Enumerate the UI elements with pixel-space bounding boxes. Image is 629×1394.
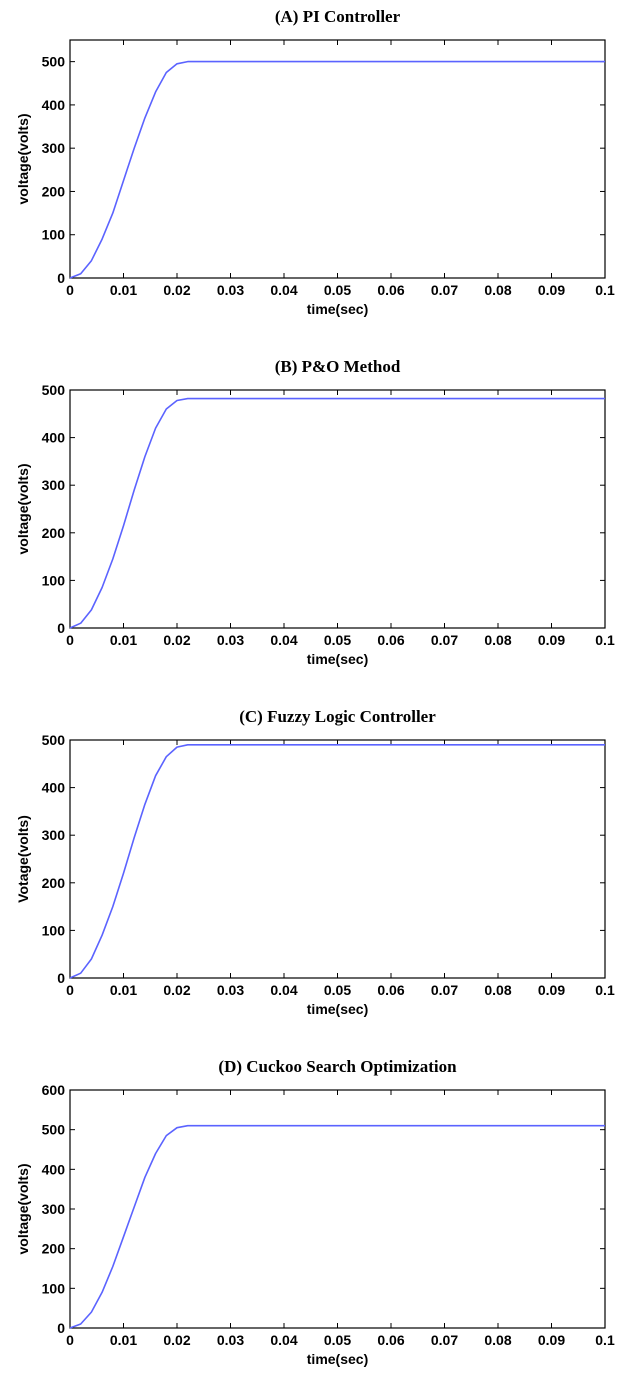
chart-d-xtick-label: 0.01 [110, 1332, 137, 1348]
chart-a-xlabel: time(sec) [307, 301, 368, 317]
chart-c-series-line [69, 743, 605, 979]
chart-b-plot-frame [69, 389, 606, 629]
chart-c-xtick-label: 0.06 [377, 982, 404, 998]
chart-b-xtick-label: 0.07 [431, 632, 458, 648]
chart-a-xtick-label: 0.01 [110, 282, 137, 298]
chart-a-plot-frame [69, 39, 606, 279]
chart-d-ytick-label: 0 [57, 1320, 65, 1336]
chart-d-xtick-label: 0.09 [538, 1332, 565, 1348]
chart-d-xtick-label: 0.05 [324, 1332, 351, 1348]
chart-d-xtick-label: 0.07 [431, 1332, 458, 1348]
chart-c-xtick-label: 0.09 [538, 982, 565, 998]
chart-panel-c: (C) Fuzzy Logic Controller 0 0.01 0.02 0.03 0… [0, 700, 629, 1040]
chart-d-ylabel: voltage(volts) [15, 1163, 31, 1254]
chart-d-ytick-label: 300 [42, 1201, 66, 1217]
chart-a-ytick-label: 100 [42, 227, 66, 243]
chart-b-ytick-label: 100 [42, 572, 66, 588]
chart-a-ytick-label: 300 [42, 140, 66, 156]
chart-a-series-line [69, 60, 605, 279]
chart-a-ytick-label: 0 [57, 270, 65, 286]
chart-b-xtick-label: 0.03 [217, 632, 244, 648]
chart-c-ytick-label: 400 [42, 780, 66, 796]
chart-a-xtick-label: 0.06 [377, 282, 404, 298]
chart-a-xtick-label: 0.1 [595, 282, 615, 298]
chart-d-plot-frame [69, 1089, 606, 1329]
chart-a-xtick-label: 0.05 [324, 282, 351, 298]
chart-b-xtick-label: 0.09 [538, 632, 565, 648]
chart-b-ylabel: voltage(volts) [15, 463, 31, 554]
chart-d-ytick-label: 600 [42, 1082, 66, 1098]
chart-a-xtick-label: 0.07 [431, 282, 458, 298]
chart-c-xtick-label: 0 [66, 982, 74, 998]
chart-b-xtick-label: 0.04 [270, 632, 297, 648]
chart-c-xtick-label: 0.08 [484, 982, 511, 998]
chart-c-plot-frame [69, 739, 606, 979]
chart-b-xtick-label: 0 [66, 632, 74, 648]
chart-d-ytick-label: 500 [42, 1122, 66, 1138]
chart-b-svg: (B) P&O Method 0 0.01 0.02 0.03 0.04 0.05 0.06 0… [15, 357, 615, 667]
chart-b-ytick-label: 0 [57, 620, 65, 636]
chart-d-svg: (D) Cuckoo Search Optimization 0 0.01 0.02 0… [15, 1057, 615, 1367]
chart-c-ytick-label: 200 [42, 875, 66, 891]
chart-b-title: (B) P&O Method [275, 357, 401, 376]
chart-d-xtick-label: 0.06 [377, 1332, 404, 1348]
chart-panel-d: (D) Cuckoo Search Optimization 0 0.01 0.02 0… [0, 1050, 629, 1390]
chart-c-xtick-label: 0.05 [324, 982, 351, 998]
chart-d-xtick-label: 0 [66, 1332, 74, 1348]
chart-b-xtick-label: 0.05 [324, 632, 351, 648]
chart-c-ytick-label: 300 [42, 827, 66, 843]
chart-a-ytick-label: 400 [42, 97, 66, 113]
chart-a-ylabel: voltage(volts) [15, 113, 31, 204]
chart-c-xtick-label: 0.07 [431, 982, 458, 998]
chart-c-svg: (C) Fuzzy Logic Controller 0 0.01 0.02 0.03 0… [15, 707, 615, 1017]
chart-d-series-line [69, 1124, 605, 1329]
chart-d-xtick-label: 0.03 [217, 1332, 244, 1348]
chart-b-xtick-label: 0.06 [377, 632, 404, 648]
chart-c-xtick-label: 0.03 [217, 982, 244, 998]
chart-a-ytick-label: 500 [42, 54, 66, 70]
chart-b-ytick-label: 500 [42, 382, 66, 398]
chart-b-ytick-label: 300 [42, 477, 66, 493]
chart-d-xtick-label: 0.08 [484, 1332, 511, 1348]
chart-panel-b: (B) P&O Method 0 0.01 0.02 0.03 0.04 0.05 0.06 0… [0, 350, 629, 690]
chart-a-xtick-label: 0.02 [163, 282, 190, 298]
chart-a-title: (A) PI Controller [275, 7, 401, 26]
chart-d-xtick-label: 0.04 [270, 1332, 297, 1348]
chart-a-xtick-label: 0.08 [484, 282, 511, 298]
chart-a-xtick-label: 0.09 [538, 282, 565, 298]
chart-d-xlabel: time(sec) [307, 1351, 368, 1367]
chart-d-ytick-label: 100 [42, 1280, 66, 1296]
chart-b-ytick-label: 200 [42, 525, 66, 541]
chart-b-ytick-label: 400 [42, 430, 66, 446]
chart-c-ylabel: Votage(volts) [15, 815, 31, 903]
chart-a-xtick-label: 0 [66, 282, 74, 298]
chart-b-xtick-label: 0.1 [595, 632, 615, 648]
chart-b-xlabel: time(sec) [307, 651, 368, 667]
chart-a-xtick-label: 0.04 [270, 282, 297, 298]
chart-b-xtick-label: 0.02 [163, 632, 190, 648]
chart-a-ytick-label: 200 [42, 183, 66, 199]
chart-c-ytick-label: 100 [42, 922, 66, 938]
chart-d-xtick-label: 0.02 [163, 1332, 190, 1348]
chart-c-xtick-label: 0.02 [163, 982, 190, 998]
chart-c-ytick-label: 0 [57, 970, 65, 986]
chart-b-xtick-label: 0.08 [484, 632, 511, 648]
chart-c-title: (C) Fuzzy Logic Controller [239, 707, 436, 726]
chart-c-ytick-label: 500 [42, 732, 66, 748]
chart-d-title: (D) Cuckoo Search Optimization [218, 1057, 457, 1076]
chart-d-ytick-label: 400 [42, 1161, 66, 1177]
chart-c-xtick-label: 0.01 [110, 982, 137, 998]
chart-a-xtick-label: 0.03 [217, 282, 244, 298]
chart-b-xtick-label: 0.01 [110, 632, 137, 648]
chart-c-xlabel: time(sec) [307, 1001, 368, 1017]
chart-d-xtick-label: 0.1 [595, 1332, 615, 1348]
chart-c-xtick-label: 0.04 [270, 982, 297, 998]
chart-panel-a: (A) PI Controller 0 0.01 0.02 0.03 0.04 0.05 0.… [0, 0, 629, 340]
chart-d-ytick-label: 200 [42, 1241, 66, 1257]
chart-b-series-line [69, 397, 605, 629]
chart-a-svg: (A) PI Controller 0 0.01 0.02 0.03 0.04 0.05 0.… [15, 7, 615, 317]
chart-c-xtick-label: 0.1 [595, 982, 615, 998]
